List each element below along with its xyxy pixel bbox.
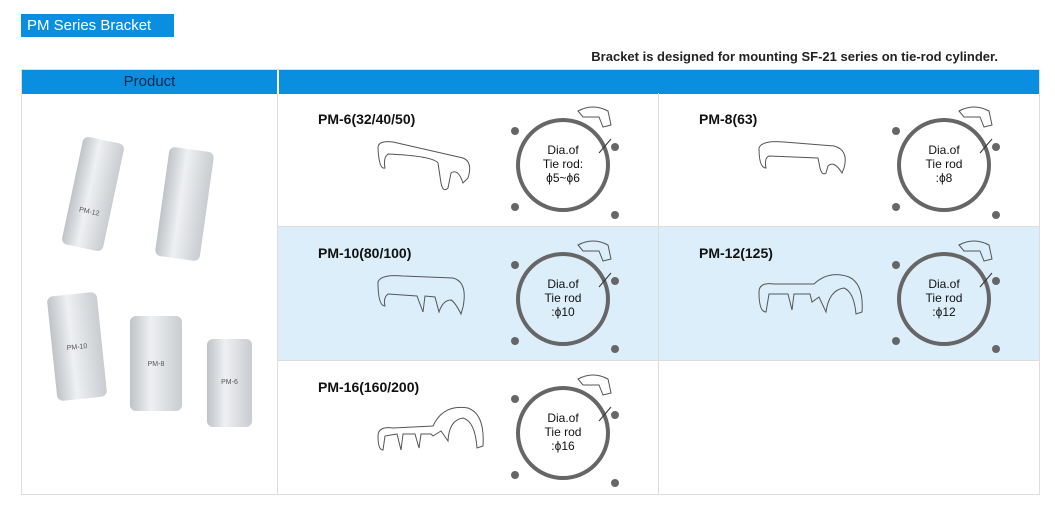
bracket-cell: PM-16(160/200) Dia.of Tie rod:ϕ16 xyxy=(278,361,659,495)
tie-rod-diagram-icon xyxy=(892,240,1000,353)
product-photo: PM-12 PM-10 PM-8 PM-6 xyxy=(22,94,278,494)
bracket-photo-pm16 xyxy=(154,146,215,262)
model-label: PM-12(125) xyxy=(699,245,773,261)
bracket-outline-icon xyxy=(377,406,484,451)
bracket-cell: PM-8(63) Dia.of Tie rod:ϕ8 xyxy=(659,93,1040,227)
bracket-photo-pm8: PM-8 xyxy=(130,316,182,411)
bracket-table: Product PM-12 PM-10 PM-8 PM-6 xyxy=(21,69,1040,495)
section-title: PM Series Bracket xyxy=(21,14,174,37)
bracket-cell: PM-12(125) Dia.of Tie rod:ϕ12 xyxy=(659,227,1040,361)
bracket-photo-pm10: PM-10 xyxy=(46,291,108,402)
tie-rod-diagram-icon xyxy=(892,106,1000,219)
bracket-outline-icon xyxy=(758,274,863,315)
model-label: PM-8(63) xyxy=(699,111,758,127)
tie-rod-diameter: Dia.of Tie rod:ϕ8 xyxy=(925,143,963,185)
tie-rod-diameter: Dia.of Tie rod: ϕ5~ϕ6 xyxy=(542,143,584,185)
bracket-outline-icon xyxy=(377,275,465,316)
tie-rod-diameter: Dia.of Tie rod:ϕ16 xyxy=(544,411,582,453)
bracket-photo-pm6: PM-6 xyxy=(207,339,252,427)
product-header: Product xyxy=(22,70,277,94)
bracket-photo-pm12: PM-12 xyxy=(61,135,125,253)
bracket-outline-icon xyxy=(758,141,846,175)
bracket-cell: PM-6(32/40/50) Dia.of Tie rod: ϕ5~ϕ6 xyxy=(278,93,659,227)
tie-rod-diagram-icon xyxy=(511,240,619,353)
tie-rod-diameter: Dia.of Tie rod:ϕ12 xyxy=(925,277,963,319)
bracket-outline-icon xyxy=(377,141,471,191)
model-label: PM-6(32/40/50) xyxy=(318,111,416,127)
model-label: PM-10(80/100) xyxy=(318,245,412,261)
header-bar xyxy=(279,70,1039,94)
tie-rod-diameter: Dia.of Tie rod:ϕ10 xyxy=(544,277,582,319)
description: Bracket is designed for mounting SF-21 s… xyxy=(591,49,998,64)
model-label: PM-16(160/200) xyxy=(318,379,420,395)
tie-rod-diagram-icon xyxy=(511,374,619,487)
tie-rod-diagram-icon xyxy=(511,106,619,219)
bracket-cell: PM-10(80/100) Dia.of Tie rod:ϕ10 xyxy=(278,227,659,361)
